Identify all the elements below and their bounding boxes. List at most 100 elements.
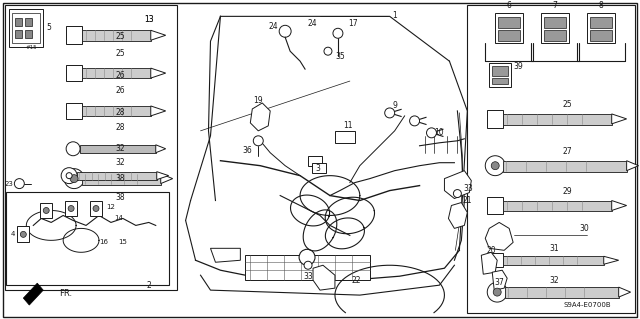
Text: 6: 6: [507, 1, 511, 10]
Bar: [245, 255, 370, 280]
Text: 22: 22: [352, 276, 362, 285]
Bar: [6, 192, 169, 285]
Bar: [503, 201, 612, 211]
Circle shape: [64, 169, 84, 189]
Bar: [492, 66, 508, 76]
Bar: [308, 156, 322, 166]
Circle shape: [253, 136, 263, 146]
Bar: [66, 26, 82, 44]
Polygon shape: [211, 248, 241, 262]
Circle shape: [66, 142, 80, 156]
Text: 33: 33: [303, 272, 313, 281]
Bar: [12, 13, 40, 43]
Bar: [590, 17, 612, 28]
Text: 25: 25: [562, 100, 572, 109]
Bar: [82, 30, 151, 41]
Text: 28: 28: [115, 123, 125, 132]
Polygon shape: [151, 106, 166, 116]
Circle shape: [487, 282, 507, 302]
Text: 12: 12: [106, 204, 115, 210]
Bar: [26, 19, 32, 26]
Bar: [498, 30, 520, 41]
Text: 35: 35: [335, 52, 345, 61]
Bar: [65, 201, 77, 217]
Circle shape: [385, 108, 395, 118]
Text: 9: 9: [392, 101, 397, 110]
Bar: [66, 65, 82, 81]
Circle shape: [68, 205, 74, 211]
Circle shape: [14, 179, 24, 189]
Circle shape: [61, 168, 77, 184]
Text: S9A4-E0700B: S9A4-E0700B: [563, 302, 611, 308]
Circle shape: [493, 288, 501, 296]
Bar: [66, 103, 82, 119]
Text: 31: 31: [549, 244, 559, 253]
Text: 5: 5: [46, 23, 51, 32]
Text: 2: 2: [147, 281, 151, 290]
Text: 38: 38: [115, 174, 125, 183]
Text: 28: 28: [115, 108, 125, 117]
Bar: [467, 5, 635, 313]
Text: 32: 32: [549, 276, 559, 285]
Circle shape: [324, 47, 332, 55]
Bar: [80, 145, 156, 153]
Text: 37: 37: [494, 278, 504, 287]
Text: 21: 21: [462, 196, 472, 205]
Polygon shape: [492, 270, 507, 290]
Circle shape: [279, 25, 291, 37]
Polygon shape: [161, 174, 173, 184]
Text: 38: 38: [115, 193, 125, 202]
Text: 29: 29: [562, 187, 572, 196]
Polygon shape: [485, 222, 513, 250]
Bar: [503, 114, 612, 125]
Polygon shape: [23, 283, 44, 305]
Text: 3: 3: [316, 164, 321, 173]
Polygon shape: [449, 203, 467, 228]
Bar: [489, 253, 503, 267]
Circle shape: [426, 128, 436, 138]
Text: 33: 33: [463, 184, 473, 193]
Polygon shape: [604, 256, 619, 264]
Bar: [10, 9, 44, 47]
Bar: [77, 172, 157, 180]
Circle shape: [70, 174, 78, 182]
Text: 11: 11: [343, 121, 353, 130]
Polygon shape: [151, 30, 166, 40]
Polygon shape: [627, 161, 639, 171]
Text: 13: 13: [144, 15, 154, 24]
Polygon shape: [156, 145, 166, 153]
Polygon shape: [612, 114, 627, 124]
Text: #15: #15: [26, 45, 37, 50]
Text: 14: 14: [115, 215, 124, 221]
Circle shape: [492, 162, 499, 170]
Bar: [487, 197, 503, 214]
Text: 32: 32: [115, 144, 125, 153]
Text: 13: 13: [144, 15, 154, 24]
Polygon shape: [619, 287, 630, 297]
Polygon shape: [157, 172, 169, 180]
Bar: [15, 19, 22, 26]
Circle shape: [299, 249, 315, 265]
Bar: [90, 201, 102, 217]
Circle shape: [333, 28, 343, 38]
Text: 19: 19: [253, 96, 263, 106]
Circle shape: [44, 207, 49, 213]
Text: 20: 20: [486, 246, 496, 255]
Text: 7: 7: [552, 1, 557, 10]
Bar: [503, 161, 627, 172]
Polygon shape: [250, 103, 270, 131]
Bar: [505, 287, 619, 298]
Circle shape: [66, 173, 72, 179]
Polygon shape: [612, 201, 627, 211]
Circle shape: [453, 189, 461, 197]
Text: 24: 24: [307, 19, 317, 28]
Text: 25: 25: [115, 32, 125, 41]
Bar: [495, 13, 523, 43]
Text: 25: 25: [115, 49, 125, 58]
Bar: [590, 30, 612, 41]
Text: 23: 23: [5, 181, 14, 187]
Circle shape: [20, 231, 26, 237]
Text: 8: 8: [598, 1, 603, 10]
Bar: [544, 17, 566, 28]
Text: 36: 36: [243, 146, 252, 155]
